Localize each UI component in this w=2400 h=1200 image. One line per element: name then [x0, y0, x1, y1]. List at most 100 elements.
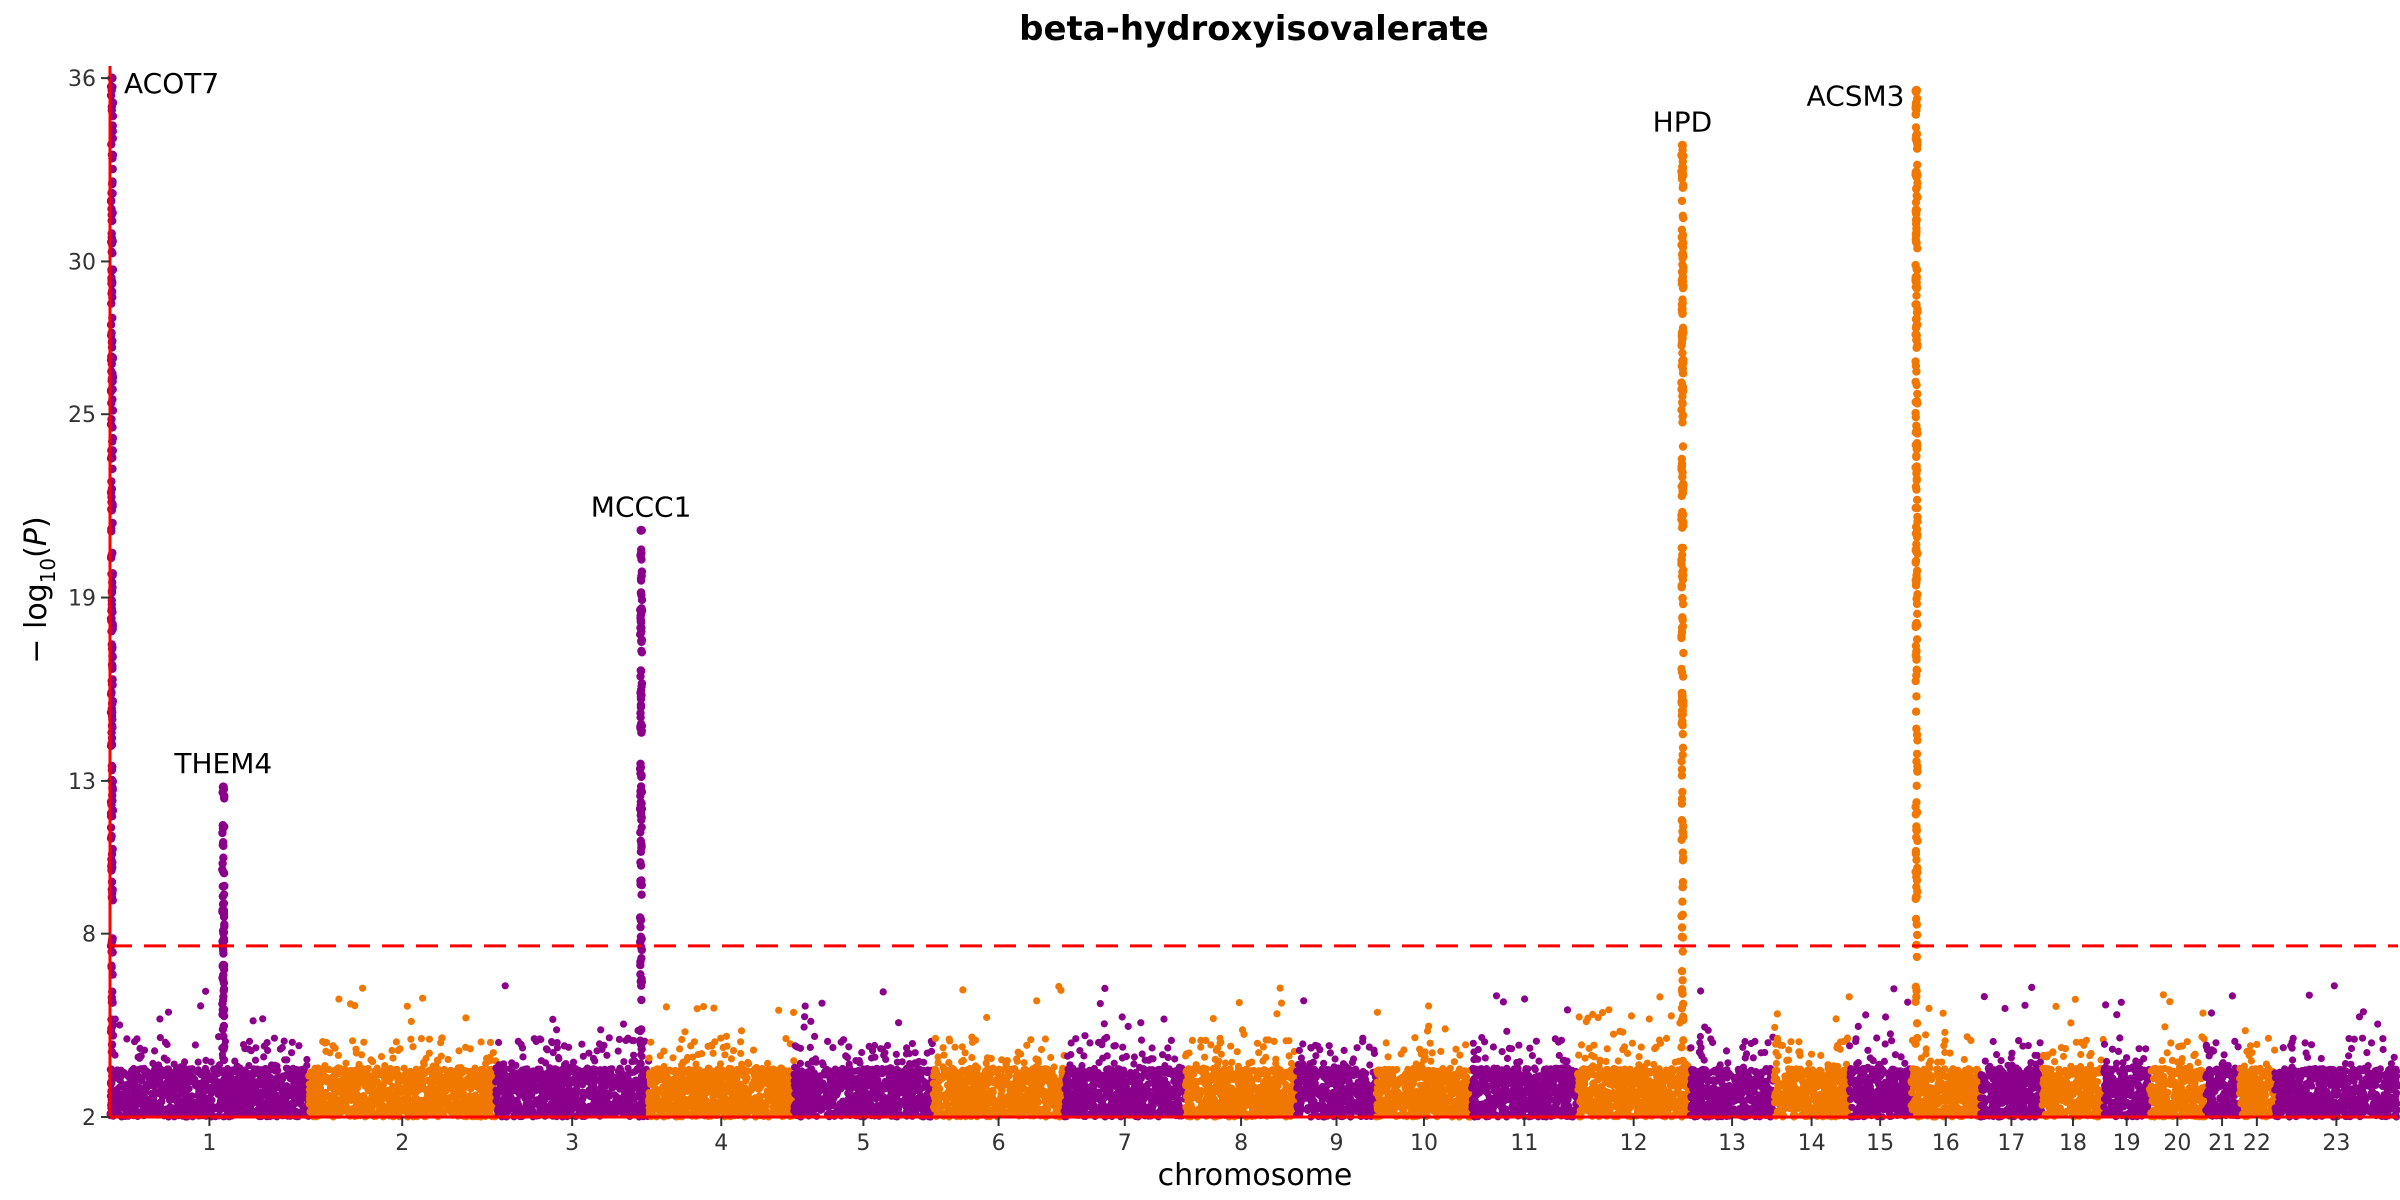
snp-point — [698, 1050, 706, 1058]
snp-point — [798, 1104, 807, 1112]
snp-point — [715, 1104, 723, 1113]
snp-point — [264, 1087, 272, 1095]
snp-point — [322, 1047, 330, 1055]
snp-point — [959, 986, 967, 994]
snp-point — [597, 1084, 605, 1092]
snp-point — [645, 1069, 654, 1077]
snp-point — [425, 1049, 433, 1057]
snp-point — [244, 1075, 252, 1083]
snp-point — [553, 1082, 561, 1090]
snp-point — [537, 1057, 546, 1065]
snp-point — [748, 1081, 756, 1089]
snp-point — [164, 1008, 173, 1016]
snp-point — [331, 1044, 339, 1052]
snp-point — [420, 1060, 428, 1068]
snp-point — [334, 1051, 342, 1059]
snp-point — [630, 1068, 638, 1076]
snp-point — [597, 1026, 605, 1034]
snp-point — [423, 1090, 432, 1098]
snp-point — [253, 1065, 262, 1073]
snp-point — [844, 1104, 852, 1112]
snp-point — [377, 1053, 386, 1061]
snp-point — [433, 1056, 441, 1064]
snp-point — [820, 1081, 828, 1089]
snp-point — [449, 1072, 457, 1080]
snp-point — [782, 1093, 790, 1101]
snp-point — [648, 1099, 656, 1107]
snp-point — [866, 1102, 874, 1110]
snp-point — [230, 1090, 238, 1098]
snp-point — [413, 1087, 421, 1095]
snp-point — [245, 1037, 254, 1045]
snp-point — [882, 1055, 890, 1063]
snp-point — [512, 1061, 520, 1069]
snp-point — [615, 1035, 624, 1043]
snp-point — [769, 1103, 777, 1111]
snp-point — [737, 1027, 746, 1035]
snp-point — [466, 1067, 474, 1076]
snp-point — [783, 1070, 791, 1078]
snp-point — [915, 1057, 923, 1066]
snp-point — [572, 1081, 581, 1089]
snp-point — [634, 1106, 642, 1114]
snp-point — [366, 1107, 375, 1116]
snp-point — [190, 1105, 198, 1113]
snp-point — [856, 1098, 864, 1106]
snp-point — [156, 1034, 164, 1042]
snp-point — [614, 1047, 622, 1055]
snp-point — [296, 1097, 304, 1105]
snp-point — [335, 1070, 343, 1078]
snp-point — [628, 1036, 636, 1044]
snp-point — [481, 1102, 489, 1110]
snp-point — [553, 1026, 561, 1034]
snp-point — [351, 1002, 359, 1010]
snp-point — [532, 1037, 540, 1046]
snp-point — [392, 1038, 400, 1046]
snp-point — [686, 1101, 694, 1109]
snp-point — [394, 1107, 402, 1115]
snp-point — [837, 1038, 845, 1046]
snp-point — [237, 1093, 245, 1101]
snp-point — [858, 1048, 866, 1057]
snp-point — [727, 1102, 735, 1110]
snp-point — [289, 1064, 297, 1072]
snp-point — [459, 1096, 467, 1105]
snp-point — [409, 1043, 417, 1051]
snp-point — [1041, 1035, 1049, 1043]
snp-point — [844, 1089, 852, 1097]
snp-point — [313, 1107, 321, 1115]
snp-point — [141, 1067, 149, 1075]
snp-point — [791, 1072, 800, 1080]
snp-point — [662, 1003, 671, 1011]
snp-point — [584, 1078, 592, 1086]
snp-point — [156, 1015, 164, 1023]
snp-point — [535, 1102, 543, 1110]
snp-point — [440, 1065, 448, 1074]
snp-point — [511, 1101, 519, 1109]
snp-point — [445, 1082, 453, 1090]
snp-point — [139, 1073, 147, 1081]
snp-point — [737, 1049, 745, 1058]
snp-point — [968, 1038, 977, 1046]
snp-point — [677, 1089, 685, 1097]
snp-point — [605, 1089, 614, 1098]
snp-point — [736, 1068, 744, 1076]
snp-point — [270, 1099, 278, 1107]
snp-point — [471, 1093, 479, 1101]
snp-point — [384, 1087, 392, 1095]
snp-point — [895, 1019, 903, 1027]
snp-point — [842, 1068, 850, 1076]
snp-point — [596, 1066, 604, 1074]
snp-point — [764, 1059, 772, 1067]
snp-point — [729, 1047, 738, 1055]
snp-point — [363, 1073, 371, 1081]
snp-point — [225, 1098, 233, 1106]
snp-point — [800, 1023, 808, 1031]
snp-point — [166, 1096, 174, 1104]
snp-point — [801, 1013, 809, 1021]
snp-point — [878, 1070, 886, 1078]
snp-point — [495, 1066, 503, 1074]
snp-point — [207, 1058, 215, 1066]
snp-point — [803, 1069, 811, 1077]
snp-point — [548, 1038, 556, 1046]
